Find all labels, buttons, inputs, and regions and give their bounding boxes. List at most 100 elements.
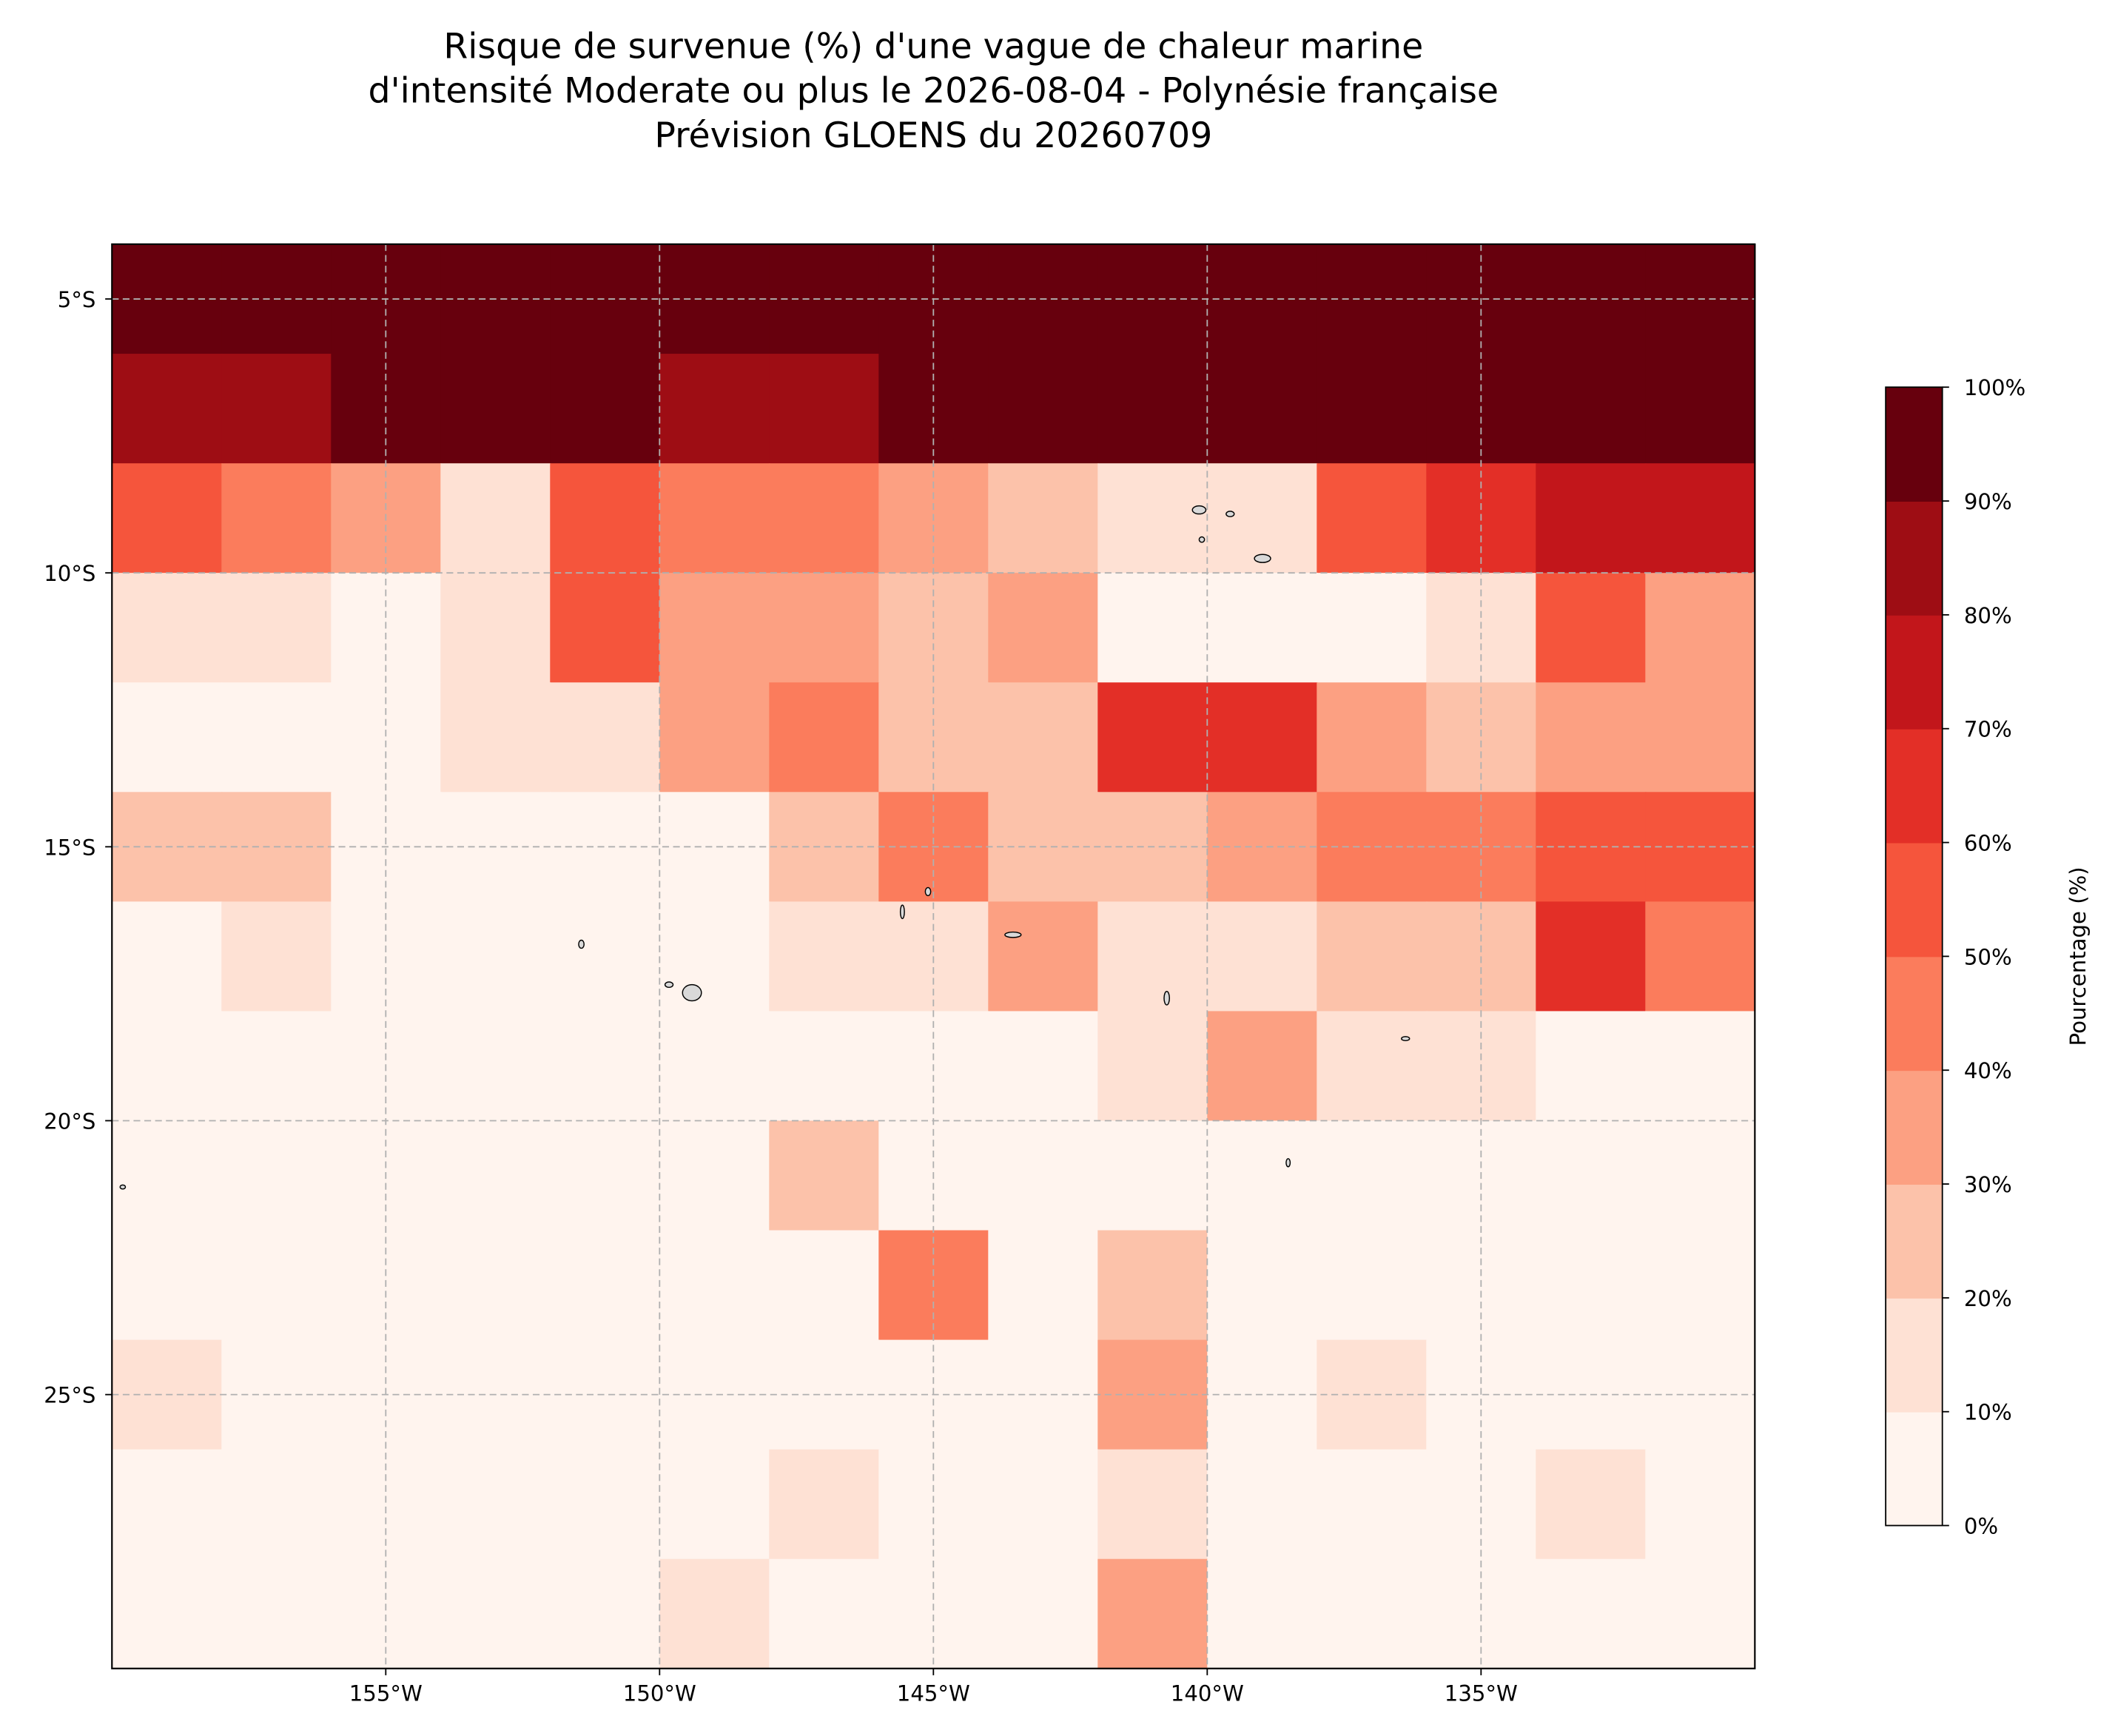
colorbar: 0% 10% 20% 30% 40% 50% 60% 70% 80% 90% 100% Pourcen… xyxy=(1885,375,2091,1539)
field-cell xyxy=(550,901,661,1012)
islands xyxy=(119,505,1410,1190)
field-cell xyxy=(550,573,661,684)
colorbar-swatch xyxy=(1886,387,1943,502)
field-cell xyxy=(550,1120,661,1231)
field-cell xyxy=(1536,354,1647,465)
field-cell xyxy=(221,1449,332,1560)
field-cell xyxy=(1097,463,1208,574)
field-cell xyxy=(769,901,880,1012)
field-cell xyxy=(1097,354,1208,465)
field-cell xyxy=(988,682,1099,793)
field-cell xyxy=(221,1120,332,1231)
field-cell xyxy=(769,1011,880,1122)
field-cell xyxy=(1207,1449,1318,1560)
field-cell xyxy=(440,1449,551,1560)
field-cell xyxy=(440,1011,551,1122)
field-cell xyxy=(1645,1449,1756,1560)
field-cell xyxy=(440,682,551,793)
field-cell xyxy=(1317,1011,1428,1122)
field-cell xyxy=(988,1120,1099,1231)
colorbar-tick-label: 10% xyxy=(1964,1400,2012,1425)
field-cell xyxy=(440,1120,551,1231)
field-cell xyxy=(1207,682,1318,793)
y-tick-label: 20°S xyxy=(44,1108,95,1134)
field-cell xyxy=(1317,573,1428,684)
field-cell xyxy=(112,682,223,793)
colorbar-tick-label: 0% xyxy=(1964,1514,1998,1539)
field-cell xyxy=(988,463,1099,574)
field-cell xyxy=(1317,682,1428,793)
field-cell xyxy=(221,682,332,793)
x-tick-label: 155°W xyxy=(349,1681,423,1706)
field-cell xyxy=(221,354,332,465)
field-cell xyxy=(221,463,332,574)
y-tick-label: 25°S xyxy=(44,1383,95,1408)
field-cell xyxy=(1097,573,1208,684)
colorbar-tick-label: 50% xyxy=(1964,944,2012,969)
field-cell xyxy=(1207,1011,1318,1122)
field-cell xyxy=(1207,1230,1318,1341)
title-line: Risque de survenue (%) d'une vague de ch… xyxy=(443,26,1423,67)
field-cell xyxy=(769,1558,880,1669)
gridlines xyxy=(112,243,1755,1669)
x-tick-label: 145°W xyxy=(897,1681,970,1706)
title-line: Prévision GLOENS du 20260709 xyxy=(654,115,1212,156)
field-cell xyxy=(440,901,551,1012)
field-cell xyxy=(659,901,770,1012)
field-cell xyxy=(112,1011,223,1122)
field-cell xyxy=(1645,1230,1756,1341)
colorbar-swatch xyxy=(1886,956,1943,1071)
field-cell xyxy=(988,901,1099,1012)
field-cell xyxy=(112,1120,223,1231)
field-cell xyxy=(1317,1558,1428,1669)
field-cell xyxy=(1097,901,1208,1012)
field-cell xyxy=(1645,463,1756,574)
colorbar-swatch xyxy=(1886,614,1943,730)
field-cell xyxy=(769,573,880,684)
field-cell xyxy=(659,682,770,793)
field-cell xyxy=(440,1230,551,1341)
field-cell xyxy=(1317,463,1428,574)
field-cell xyxy=(112,463,223,574)
field-cell xyxy=(988,1230,1099,1341)
field-cell xyxy=(769,354,880,465)
field-cell xyxy=(659,573,770,684)
field-cell xyxy=(440,463,551,574)
field-cell xyxy=(221,1011,332,1122)
colorbar-swatch xyxy=(1886,1411,1943,1527)
field-cell xyxy=(1097,1230,1208,1341)
colorbar-swatch xyxy=(1886,842,1943,958)
field-cell xyxy=(440,573,551,684)
field-cell xyxy=(112,1449,223,1560)
field-cell xyxy=(769,682,880,793)
field-cell xyxy=(1536,1120,1647,1231)
colorbar-tick-label: 90% xyxy=(1964,489,2012,514)
field-cell xyxy=(659,1230,770,1341)
field-cell xyxy=(1536,901,1647,1012)
field-cell xyxy=(1317,1230,1428,1341)
field-cell xyxy=(112,573,223,684)
field-cell xyxy=(112,1230,223,1341)
field-cell xyxy=(1536,1558,1647,1669)
x-tick-label: 140°W xyxy=(1171,1681,1244,1706)
colorbar-tick-label: 30% xyxy=(1964,1172,2012,1197)
field-cell xyxy=(1317,1449,1428,1560)
field-cell xyxy=(1207,354,1318,465)
field-cell xyxy=(1645,1120,1756,1231)
colorbar-tick-label: 80% xyxy=(1964,603,2012,628)
colorbar-swatch xyxy=(1886,1184,1943,1299)
field-cell xyxy=(988,354,1099,465)
field-cell xyxy=(988,1558,1099,1669)
field-cell xyxy=(550,1449,661,1560)
field-cell xyxy=(221,1230,332,1341)
axes: 155°W 150°W 145°W 140°W 135°W 5°S 10°S 15°S 20°S… xyxy=(44,287,1518,1706)
field-cell xyxy=(1536,1230,1647,1341)
colorbar-tick-label: 40% xyxy=(1964,1058,2012,1083)
colorbar-tick-label: 100% xyxy=(1964,375,2025,400)
field-cell xyxy=(1536,573,1647,684)
field-cell xyxy=(769,1230,880,1341)
field-cell xyxy=(659,463,770,574)
field-cell xyxy=(659,1011,770,1122)
field-cell xyxy=(1645,573,1756,684)
